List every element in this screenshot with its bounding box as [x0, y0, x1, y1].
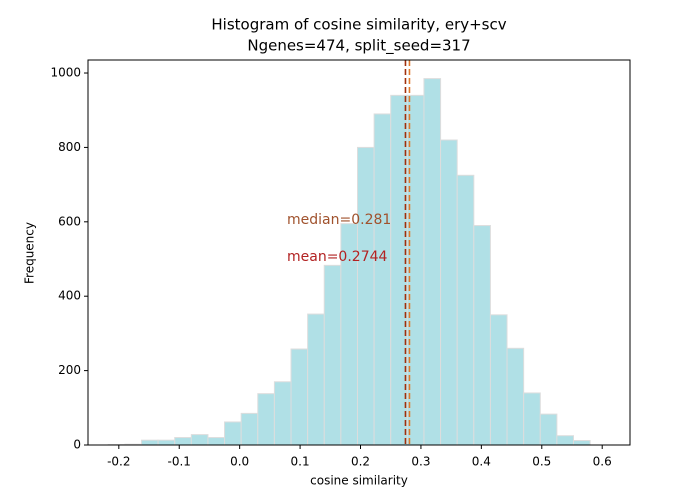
chart-subtitle: Ngenes=474, split_seed=317 — [247, 37, 470, 56]
bar — [523, 392, 541, 446]
bar — [174, 437, 192, 446]
y-tick-label: 800 — [58, 140, 81, 154]
bar — [573, 440, 591, 446]
y-tick-label: 400 — [58, 289, 81, 303]
bar — [556, 435, 575, 446]
y-tick-label: 200 — [58, 363, 81, 377]
y-axis-label: Frequency — [23, 222, 37, 284]
annotation: median=0.281 — [287, 212, 391, 228]
bar — [190, 434, 209, 446]
bar — [473, 225, 491, 446]
bar — [506, 347, 525, 446]
bar — [240, 412, 259, 446]
x-tick-label: -0.1 — [168, 455, 191, 469]
annotation: mean=0.2744 — [287, 249, 388, 265]
bar — [224, 421, 242, 446]
bar — [257, 393, 275, 446]
bar — [539, 413, 558, 446]
y-tick-label: 1000 — [50, 66, 81, 80]
y-tick-label: 0 — [73, 438, 81, 452]
x-tick-label: 0.3 — [411, 455, 430, 469]
y-tick-label: 600 — [58, 214, 81, 228]
bar — [423, 78, 442, 446]
x-axis-label: cosine similarity — [310, 474, 408, 488]
bar — [373, 113, 392, 446]
bar — [290, 348, 309, 446]
bar — [273, 381, 292, 446]
chart-title: Histogram of cosine similarity, ery+scv — [211, 16, 506, 34]
x-tick-label: 0.2 — [351, 455, 370, 469]
bar — [489, 314, 508, 446]
bar — [140, 439, 159, 446]
x-tick-label: 0.0 — [230, 455, 249, 469]
x-tick-label: 0.5 — [532, 455, 551, 469]
bar — [157, 439, 176, 446]
bar — [207, 437, 226, 446]
x-tick-label: 0.1 — [291, 455, 310, 469]
x-tick-label: 0.6 — [593, 455, 612, 469]
x-tick-label: 0.4 — [472, 455, 491, 469]
bar — [440, 139, 458, 446]
plot-frame — [87, 59, 631, 446]
bar — [307, 313, 325, 446]
bar — [356, 146, 375, 446]
bar — [323, 264, 342, 446]
x-tick-label: -0.2 — [107, 455, 130, 469]
bar — [456, 174, 475, 446]
